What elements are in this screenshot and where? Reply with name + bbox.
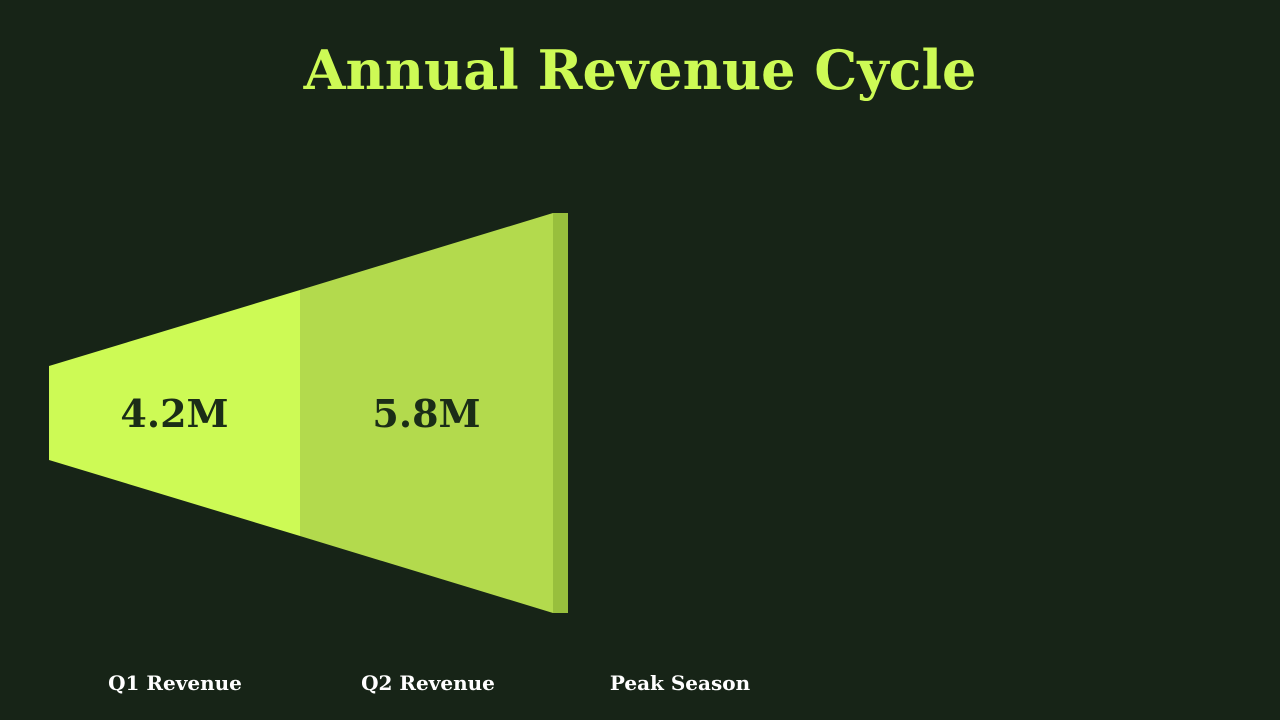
chart-title: Annual Revenue Cycle <box>303 38 977 102</box>
funnel-segment-1 <box>49 290 300 536</box>
funnel-segment-2 <box>300 213 553 613</box>
category-label-2: Q2 Revenue <box>361 671 495 695</box>
value-label-2: 5.8M <box>372 391 480 436</box>
category-label-3: Peak Season <box>610 671 751 695</box>
category-label-1: Q1 Revenue <box>108 671 242 695</box>
value-label-1: 4.2M <box>120 391 228 436</box>
funnel-segment-3 <box>553 213 568 613</box>
